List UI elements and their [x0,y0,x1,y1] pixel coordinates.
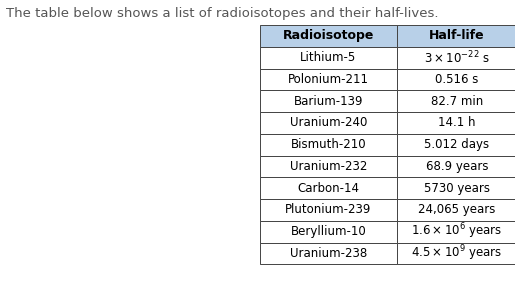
Text: 24,065 years: 24,065 years [418,203,496,216]
Text: Lithium-5: Lithium-5 [300,51,356,64]
Text: Uranium-238: Uranium-238 [289,247,367,260]
Text: Beryllium-10: Beryllium-10 [290,225,366,238]
Text: Plutonium-239: Plutonium-239 [285,203,371,216]
Text: Polonium-211: Polonium-211 [288,73,369,86]
Text: Half-life: Half-life [429,29,485,42]
Text: Bismuth-210: Bismuth-210 [290,138,366,151]
Text: $4.5\times 10^{9}$ years: $4.5\times 10^{9}$ years [411,244,503,263]
Text: The table below shows a list of radioisotopes and their half-lives.: The table below shows a list of radioiso… [6,7,439,20]
Text: $1.6\times 10^{6}$ years: $1.6\times 10^{6}$ years [411,222,503,241]
Text: 82.7 min: 82.7 min [431,95,483,108]
Text: Carbon-14: Carbon-14 [297,182,359,195]
Text: Barium-139: Barium-139 [294,95,363,108]
Text: Uranium-240: Uranium-240 [289,116,367,129]
Text: Uranium-232: Uranium-232 [289,160,367,173]
Text: 14.1 h: 14.1 h [438,116,476,129]
Text: 5.012 days: 5.012 days [424,138,490,151]
Text: 68.9 years: 68.9 years [426,160,488,173]
Text: 0.516 s: 0.516 s [435,73,479,86]
Text: Radioisotope: Radioisotope [283,29,374,42]
Text: 5730 years: 5730 years [424,182,490,195]
Text: $3\times 10^{-22}$ s: $3\times 10^{-22}$ s [424,49,490,66]
